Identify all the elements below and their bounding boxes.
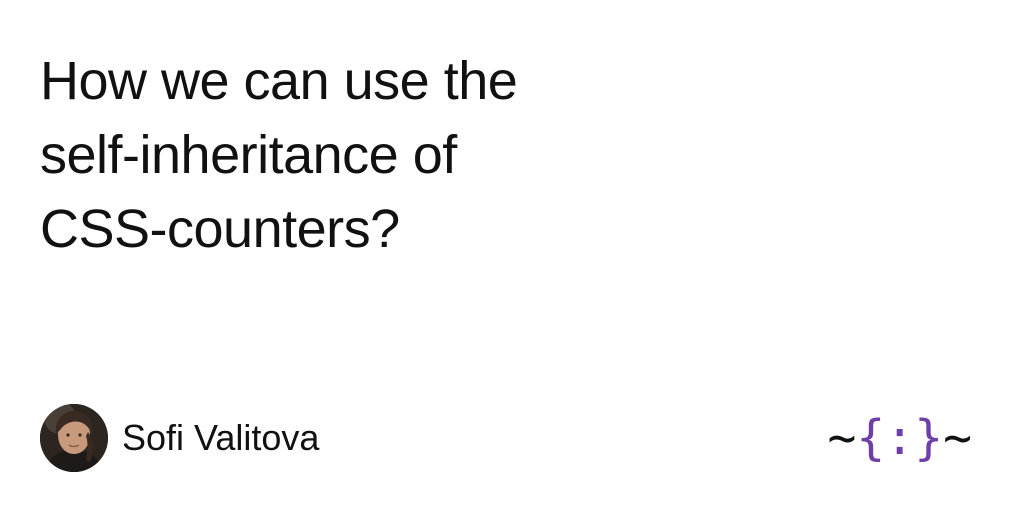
post-title: How we can use the self-inheritance of C… <box>40 44 740 266</box>
post-title-line-3: CSS-counters? <box>40 199 400 259</box>
author-block: Sofi Valitova <box>40 404 319 472</box>
logo-colon: : <box>885 410 915 466</box>
post-title-line-1: How we can use the <box>40 51 518 111</box>
avatar-photo-icon <box>40 404 108 472</box>
logo-brace-open: { <box>856 410 886 466</box>
logo-tilde-right: ~ <box>943 410 972 466</box>
avatar <box>40 404 108 472</box>
logo-brace-close: } <box>914 410 944 466</box>
logo-tilde-left: ~ <box>827 410 857 466</box>
site-logo: ~ { : } ~ <box>827 408 972 468</box>
post-title-line-2: self-inheritance of <box>40 125 457 185</box>
author-name: Sofi Valitova <box>122 417 320 458</box>
